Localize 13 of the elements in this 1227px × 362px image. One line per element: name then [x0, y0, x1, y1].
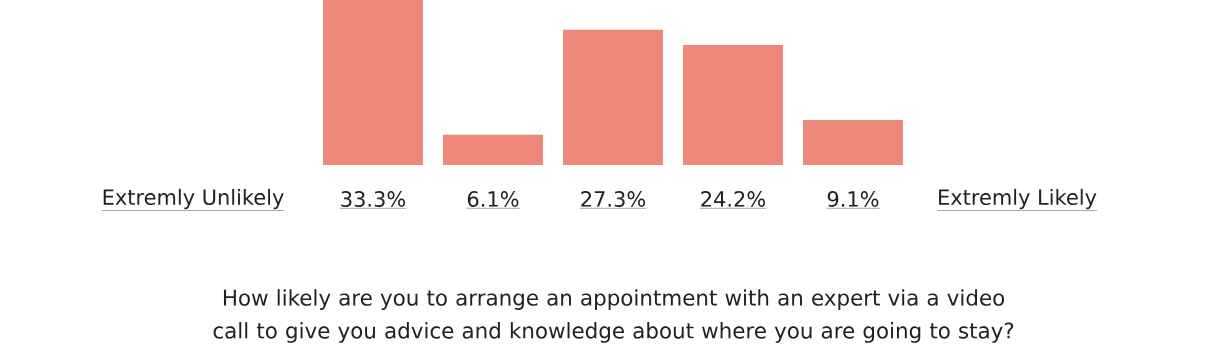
text: How likely are you to arrange an appointment with an expert via a video call to give you advice and knowledge about where you are going to stay? — [213, 289, 1014, 343]
data-label: 33.3% — [341, 191, 406, 207]
text: Extremly Likely — [939, 188, 1097, 210]
data-label: 27.3% — [581, 191, 646, 207]
bar — [443, 134, 544, 165]
data-label: 24.2% — [701, 191, 766, 207]
data-label: 6.1% — [467, 191, 519, 207]
data-label: 9.1% — [827, 191, 879, 207]
text: Extremly Unlikely — [103, 188, 284, 210]
bar — [803, 119, 904, 165]
bar — [563, 29, 664, 165]
bar — [323, 0, 424, 165]
bar — [683, 45, 784, 165]
